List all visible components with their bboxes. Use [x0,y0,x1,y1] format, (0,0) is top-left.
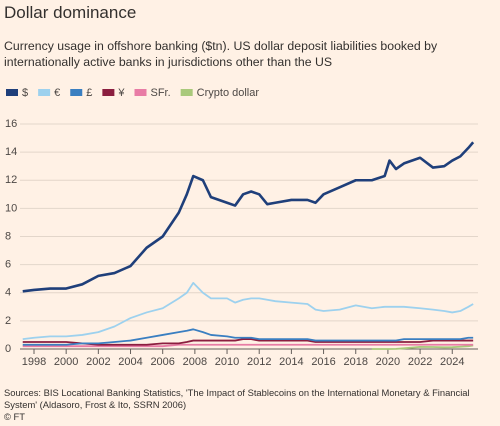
legend-swatch [70,89,83,96]
series-line [371,344,474,350]
legend-label: € [54,87,60,99]
series-line [22,282,474,341]
y-tick-label: 2 [5,315,11,327]
series-line [22,141,475,293]
legend-label: Crypto dollar [197,87,260,99]
copyright: © FT [4,411,25,422]
x-tick-label: 2010 [215,356,239,368]
legend-swatch [6,89,18,96]
legend-swatch [38,89,51,96]
y-tick-label: 6 [5,259,11,271]
legend-swatch [102,89,115,96]
x-tick-label: 2004 [118,356,142,368]
y-tick-label: 12 [5,174,17,186]
x-tick-label: 2014 [279,356,303,368]
series-line [22,328,474,346]
y-tick-label: 10 [5,202,17,214]
series-line [22,338,474,346]
x-tick-label: 2008 [183,356,207,368]
legend-label: SFr. [151,87,171,99]
x-tick-label: 2024 [440,356,464,368]
y-tick-label: 0 [5,343,11,355]
series-line [22,343,474,348]
chart-title: Dollar dominance [4,3,137,22]
y-tick-label: 4 [5,287,11,299]
legend-swatch [134,89,147,96]
y-tick-label: 14 [5,146,17,158]
y-tick-label: 8 [5,230,11,242]
legend-label: ¥ [117,87,125,99]
chart-subtitle: Currency usage in offshore banking ($tn)… [4,39,438,69]
x-tick-label: 2022 [408,356,432,368]
source-note: Sources: BIS Locational Banking Statisti… [4,387,496,423]
x-tick-label: 2020 [376,356,400,368]
y-tick-label: 16 [5,118,17,130]
legend-label: £ [86,87,92,99]
legend-label: $ [22,87,28,99]
source-text: Sources: BIS Locational Banking Statisti… [4,387,470,410]
x-tick-label: 2018 [343,356,367,368]
legend-swatch [180,89,193,96]
x-tick-label: 1998 [22,356,46,368]
x-tick-label: 2002 [86,356,110,368]
x-tick-label: 2006 [150,356,174,368]
x-tick-label: 2016 [311,356,335,368]
x-tick-label: 2000 [54,356,78,368]
x-tick-label: 2012 [247,356,271,368]
